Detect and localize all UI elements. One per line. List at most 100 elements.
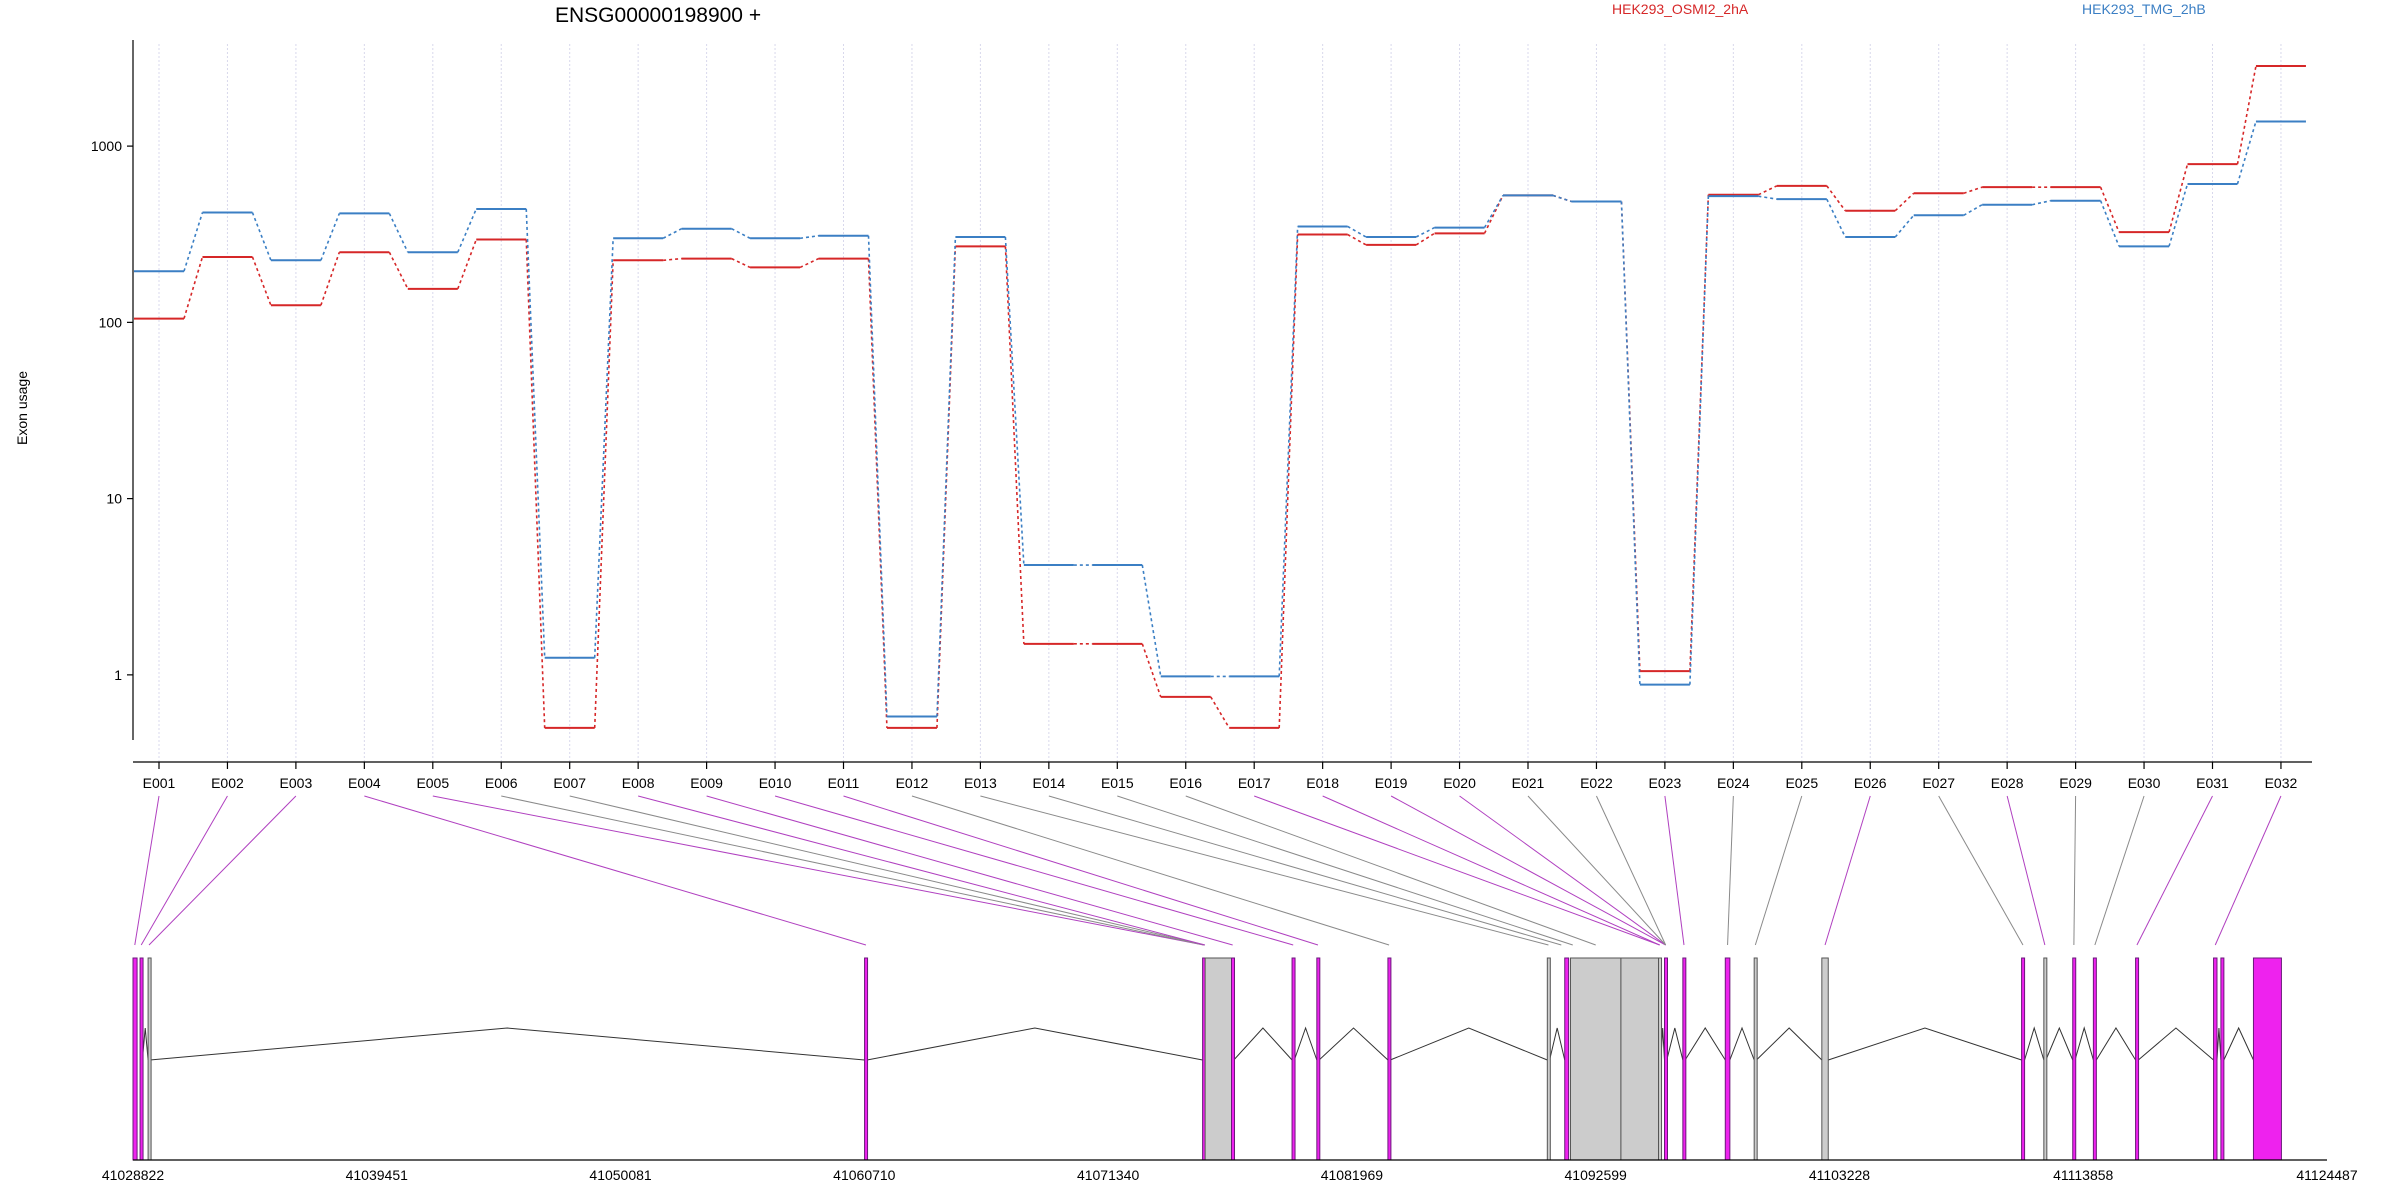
y-tick-label: 1000 bbox=[91, 138, 122, 154]
series-2-connector bbox=[183, 212, 204, 272]
coordinate-label: 41113858 bbox=[2053, 1167, 2113, 1183]
x-tick-label: E026 bbox=[1854, 775, 1887, 791]
tested-exon bbox=[1291, 957, 1296, 1161]
exon-connector-line bbox=[2006, 795, 2046, 946]
x-tick-label: E021 bbox=[1512, 775, 1545, 791]
series-2-connector bbox=[2099, 200, 2120, 247]
x-tick-label: E004 bbox=[348, 775, 381, 791]
tested-exon bbox=[1663, 957, 1668, 1161]
plot-axes: 1 10 100 1000 bbox=[91, 40, 2312, 763]
series-1-connector bbox=[1415, 232, 1435, 246]
exon-connector-line bbox=[1048, 795, 1562, 946]
series-2-connector bbox=[799, 234, 819, 240]
exon-connector-line bbox=[2214, 795, 2282, 946]
series-2-connector bbox=[320, 213, 341, 261]
series-1-connector bbox=[251, 256, 272, 306]
series-1-connector bbox=[799, 257, 819, 269]
series-1-connector bbox=[593, 260, 614, 728]
x-tick-label: E016 bbox=[1169, 775, 1202, 791]
exon-connector-line bbox=[1938, 795, 2024, 946]
x-tick-label: E013 bbox=[964, 775, 997, 791]
x-tick-label: E012 bbox=[896, 775, 929, 791]
intron-line bbox=[1729, 1026, 1755, 1061]
intron-line bbox=[2223, 1026, 2254, 1061]
series-2-connector bbox=[1963, 204, 1983, 216]
untested-exon bbox=[1620, 957, 1660, 1161]
x-tick-label: E024 bbox=[1717, 775, 1750, 791]
exon-connector-line bbox=[1459, 795, 1666, 946]
series-1-connector bbox=[2099, 186, 2120, 233]
untested-exon bbox=[1546, 957, 1551, 1161]
x-tick-label: E008 bbox=[622, 775, 655, 791]
series-2-connector bbox=[2236, 121, 2257, 185]
tested-exon bbox=[2220, 957, 2225, 1161]
series-1-connector bbox=[1963, 186, 1983, 195]
series-1-connector bbox=[1826, 185, 1846, 212]
series-2-connector bbox=[1483, 195, 1504, 228]
exon-connector-line bbox=[569, 795, 1206, 946]
exon-connector-line bbox=[1727, 795, 1734, 946]
x-tick-label: E018 bbox=[1306, 775, 1339, 791]
exon-connector-line bbox=[1322, 795, 1660, 946]
series-2-connector bbox=[457, 208, 477, 253]
series-1-connector bbox=[2236, 65, 2257, 165]
x-tick-label: E032 bbox=[2265, 775, 2298, 791]
series-2-connector bbox=[936, 236, 957, 717]
untested-exon bbox=[1204, 957, 1233, 1161]
exon-connector-line bbox=[911, 795, 1390, 946]
x-tick-label: E007 bbox=[553, 775, 586, 791]
legend-label-series-2: HEK293_TMG_2hB bbox=[2082, 1, 2206, 17]
x-tick-label: E031 bbox=[2196, 775, 2229, 791]
untested-exon bbox=[147, 957, 152, 1161]
exon-connector-line bbox=[980, 795, 1549, 946]
x-tick-label: E029 bbox=[2059, 775, 2092, 791]
x-tick-label: E010 bbox=[759, 775, 792, 791]
x-tick-label: E027 bbox=[1922, 775, 1955, 791]
coordinate-label: 41028822 bbox=[102, 1167, 165, 1183]
coordinate-label: 41103228 bbox=[1809, 1167, 1870, 1183]
intron-line bbox=[2024, 1026, 2045, 1061]
series-1-connector bbox=[525, 239, 546, 728]
x-tick-label: E011 bbox=[828, 775, 860, 791]
tested-exon bbox=[2252, 957, 2282, 1161]
intron-line bbox=[1390, 1027, 1548, 1061]
series-2-connector bbox=[2031, 199, 2051, 206]
series-lines bbox=[134, 64, 2306, 729]
intron-line bbox=[2045, 1026, 2074, 1061]
intron-line bbox=[2216, 1027, 2222, 1061]
exon-connector-line bbox=[638, 795, 1206, 946]
tested-exon bbox=[132, 957, 138, 1161]
series-1-connector bbox=[1141, 643, 1162, 698]
untested-exon bbox=[1821, 957, 1829, 1161]
series-2-connector bbox=[1620, 201, 1641, 685]
coordinate-label: 41060710 bbox=[833, 1167, 896, 1183]
exon-connector-line bbox=[1754, 795, 1803, 946]
exon-connector-line bbox=[140, 795, 228, 946]
exon-connector-line bbox=[2136, 795, 2213, 946]
series-1-connector bbox=[731, 257, 751, 269]
exon-gridlines bbox=[158, 44, 2282, 762]
tested-exon bbox=[1724, 957, 1731, 1161]
exon-connector-line bbox=[706, 795, 1233, 946]
series-2-connector bbox=[593, 238, 614, 658]
series-2-connector bbox=[251, 212, 272, 261]
exon-connector-line bbox=[843, 795, 1319, 946]
series-1-connector bbox=[183, 256, 204, 319]
tested-exon bbox=[2213, 957, 2218, 1161]
series-2-connector bbox=[1141, 564, 1162, 677]
exon-connector-line bbox=[2073, 795, 2077, 946]
x-tick-label: E020 bbox=[1443, 775, 1476, 791]
intron-line bbox=[1828, 1027, 2022, 1061]
intron-line bbox=[149, 1027, 865, 1061]
exon-connector-line bbox=[1117, 795, 1573, 946]
y-tick-label: 10 bbox=[106, 491, 122, 507]
x-tick-label: E015 bbox=[1101, 775, 1134, 791]
series-2-connector bbox=[1552, 194, 1572, 203]
x-tick-label: E005 bbox=[416, 775, 449, 791]
exon-connector-line bbox=[501, 795, 1204, 946]
tested-exon bbox=[1564, 957, 1570, 1161]
exon-connector-line bbox=[2094, 795, 2145, 946]
untested-exon bbox=[1753, 957, 1758, 1161]
intron-line bbox=[2137, 1027, 2214, 1061]
